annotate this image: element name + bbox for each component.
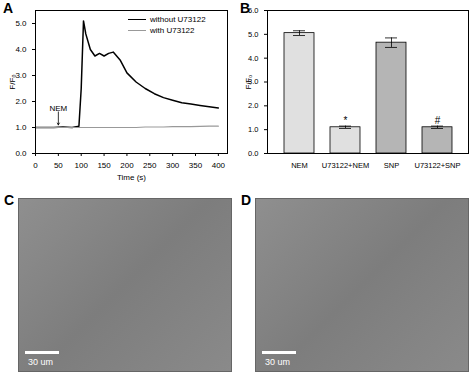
svg-text:SNP: SNP bbox=[384, 161, 399, 170]
svg-text:F/F₀: F/F₀ bbox=[8, 74, 17, 89]
html-text:D: D bbox=[241, 192, 252, 208]
html-text:30 um: 30 um bbox=[265, 357, 290, 367]
svg-text:4.0: 4.0 bbox=[15, 45, 27, 54]
svg-text:300: 300 bbox=[166, 161, 180, 170]
svg-text:NEM: NEM bbox=[49, 103, 68, 113]
svg-text:100: 100 bbox=[75, 161, 89, 170]
svg-text:0: 0 bbox=[33, 161, 38, 170]
svg-text:F/F₀: F/F₀ bbox=[244, 75, 253, 89]
html-text:without U73122: without U73122 bbox=[150, 15, 206, 24]
svg-text:1.0: 1.0 bbox=[15, 123, 27, 132]
svg-text:2.0: 2.0 bbox=[248, 101, 258, 110]
svg-text:250: 250 bbox=[143, 161, 157, 170]
svg-text:350: 350 bbox=[189, 161, 203, 170]
html-text:with U73122: with U73122 bbox=[150, 26, 195, 35]
svg-text:2.0: 2.0 bbox=[15, 97, 27, 106]
svg-text:3.0: 3.0 bbox=[248, 77, 259, 87]
svg-text:0.0: 0.0 bbox=[248, 149, 258, 158]
svg-text:*: * bbox=[344, 115, 348, 126]
svg-text:6.0: 6.0 bbox=[248, 5, 259, 15]
svg-text:0.0: 0.0 bbox=[15, 149, 27, 158]
svg-text:Time (s): Time (s) bbox=[117, 173, 146, 182]
html-text:30 um: 30 um bbox=[28, 357, 53, 367]
svg-text:3.0: 3.0 bbox=[15, 71, 27, 81]
svg-text:U73122+NEM: U73122+NEM bbox=[322, 161, 369, 170]
html-text:C: C bbox=[4, 192, 15, 208]
svg-text:200: 200 bbox=[120, 161, 134, 170]
svg-text:5.0: 5.0 bbox=[15, 19, 27, 28]
html-text:B: B bbox=[240, 0, 251, 16]
svg-text:400: 400 bbox=[212, 161, 226, 170]
svg-text:50: 50 bbox=[54, 161, 63, 170]
svg-text:NEM: NEM bbox=[291, 161, 308, 170]
svg-text:U73122+SNP: U73122+SNP bbox=[414, 161, 460, 170]
svg-text:5.0: 5.0 bbox=[248, 30, 258, 39]
html-text:A: A bbox=[3, 0, 14, 16]
svg-text:150: 150 bbox=[97, 161, 111, 170]
svg-text:#: # bbox=[435, 115, 441, 126]
svg-text:4.0: 4.0 bbox=[248, 54, 258, 63]
svg-text:1.0: 1.0 bbox=[248, 125, 258, 134]
